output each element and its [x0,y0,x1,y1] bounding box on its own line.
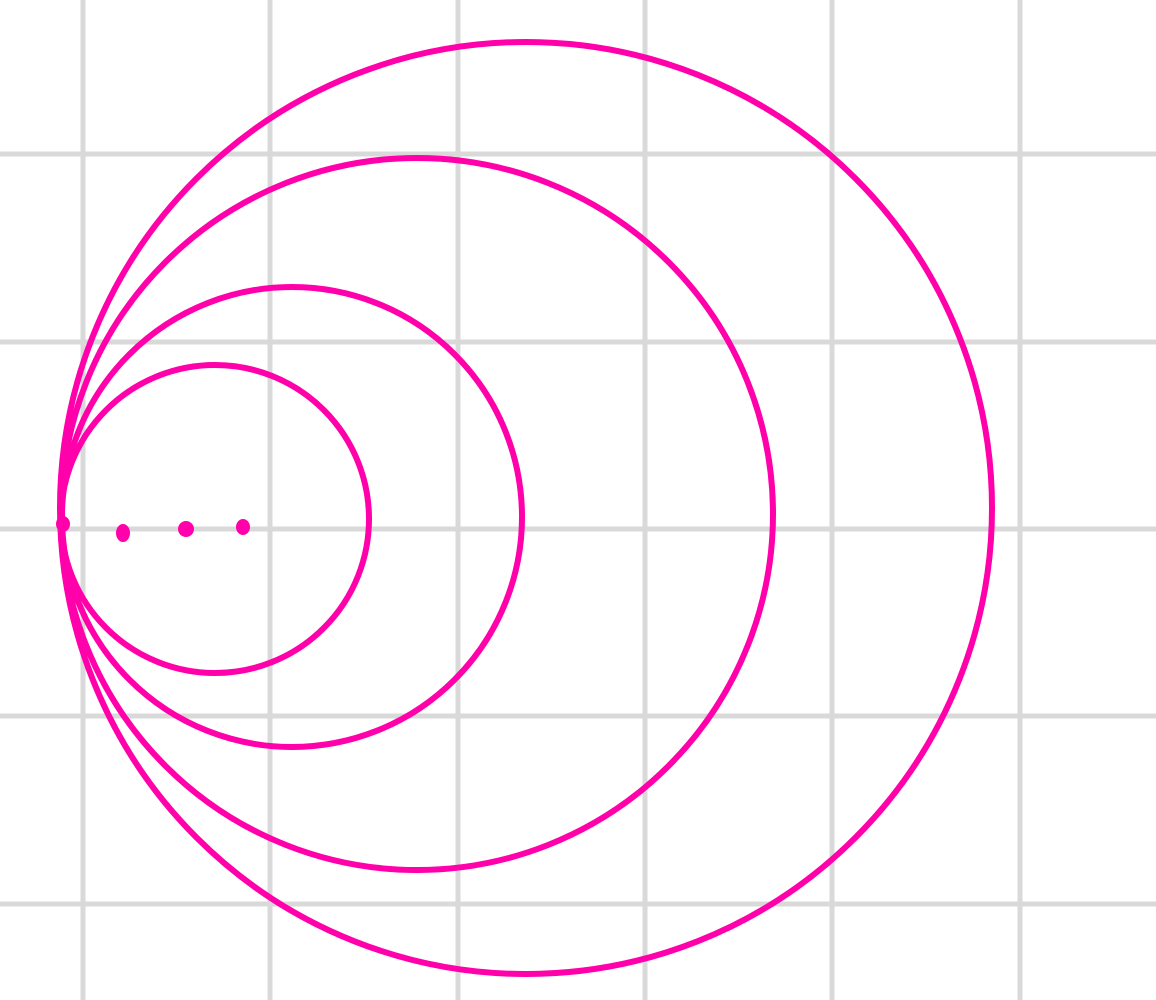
dot-2 [178,521,194,537]
circle-largest [57,39,995,977]
dot-3 [236,519,250,535]
point-tangent [56,516,70,532]
point-markers [56,516,250,542]
dot-1 [116,524,130,542]
